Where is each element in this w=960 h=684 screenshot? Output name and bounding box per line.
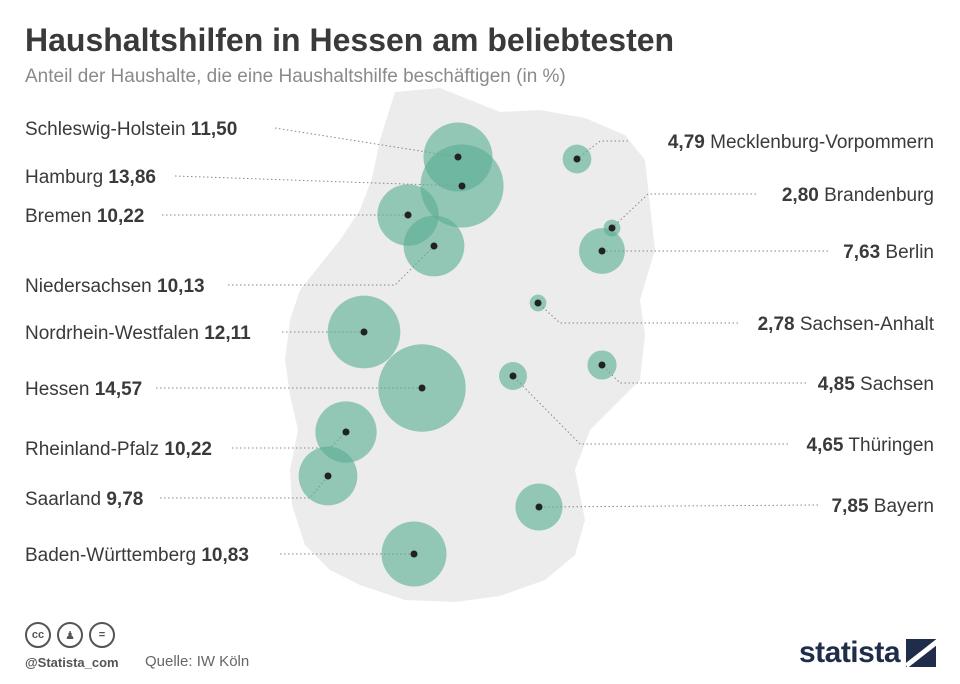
label-baden-wuerttemberg: Baden-Württemberg 10,83	[25, 545, 249, 566]
bubble-dot-schleswig-holstein	[454, 153, 462, 161]
label-saarland: Saarland 9,78	[25, 489, 143, 510]
label-berlin: 7,63 Berlin	[843, 242, 934, 263]
leader-line-schleswig-holstein	[274, 127, 459, 158]
label-bremen: Bremen 10,22	[25, 206, 144, 227]
region-value-baden-wuerttemberg: 10,83	[201, 545, 249, 566]
brand-name: statista	[798, 636, 901, 669]
bubble-dot-nordrhein-westfalen	[360, 328, 368, 336]
region-name-mecklenburg-vorpommern: Mecklenburg-Vorpommern	[705, 132, 934, 153]
region-name-bremen: Bremen	[25, 206, 97, 227]
region-labels: Schleswig-Holstein 11,50 Hamburg 13,86 Bre…	[25, 119, 935, 566]
bubble-dot-brandenburg	[608, 224, 616, 232]
region-name-nordrhein-westfalen: Nordrhein-Westfalen	[25, 323, 204, 344]
region-name-bayern: Bayern	[869, 496, 934, 517]
region-name-berlin: Berlin	[880, 242, 934, 263]
region-value-schleswig-holstein: 11,50	[191, 119, 238, 140]
region-value-berlin: 7,63	[843, 242, 880, 263]
label-niedersachsen: Niedersachsen 10,13	[25, 276, 205, 297]
label-thueringen: 4,65 Thüringen	[807, 435, 934, 456]
leader-line-brandenburg	[611, 193, 756, 229]
region-name-baden-wuerttemberg: Baden-Württemberg	[25, 545, 201, 566]
bubble-dot-baden-wuerttemberg	[410, 550, 418, 558]
region-value-niedersachsen: 10,13	[157, 276, 205, 297]
statista-logo[interactable]: statista	[799, 636, 936, 670]
bubbles	[298, 122, 625, 587]
bubble-center-dots	[324, 153, 616, 558]
region-name-hessen: Hessen	[25, 379, 95, 400]
region-value-bremen: 10,22	[97, 206, 145, 227]
region-value-bayern: 7,85	[832, 496, 869, 517]
region-value-saarland: 9,78	[106, 489, 143, 510]
region-value-sachsen: 4,85	[818, 374, 855, 395]
bubble-dot-rheinland-pfalz	[342, 428, 350, 436]
creative-commons-icon: cc	[25, 622, 51, 648]
leader-line-mecklenburg-vorpommern	[576, 140, 628, 160]
region-value-sachsen-anhalt: 2,78	[758, 314, 795, 335]
label-mecklenburg-vorpommern: 4,79 Mecklenburg-Vorpommern	[668, 132, 934, 153]
region-value-rheinland-pfalz: 10,22	[164, 439, 212, 460]
bubble-dot-thueringen	[509, 372, 517, 380]
region-value-thueringen: 4,65	[807, 435, 844, 456]
bubble-dot-bremen	[404, 211, 412, 219]
label-schleswig-holstein: Schleswig-Holstein 11,50	[25, 119, 237, 140]
region-name-sachsen: Sachsen	[855, 374, 934, 395]
region-name-sachsen-anhalt: Sachsen-Anhalt	[795, 314, 935, 335]
region-value-brandenburg: 2,80	[782, 185, 819, 206]
region-name-schleswig-holstein: Schleswig-Holstein	[25, 119, 191, 140]
label-hessen: Hessen 14,57	[25, 379, 142, 400]
region-value-mecklenburg-vorpommern: 4,79	[668, 132, 705, 153]
label-nordrhein-westfalen: Nordrhein-Westfalen 12,11	[25, 323, 251, 344]
bubble-dot-bayern	[535, 503, 543, 511]
region-name-saarland: Saarland	[25, 489, 106, 510]
bubble-dot-mecklenburg-vorpommern	[573, 155, 581, 163]
region-value-hamburg: 13,86	[108, 167, 156, 188]
source-note: Quelle: IW Köln	[145, 653, 250, 670]
region-value-hessen: 14,57	[95, 379, 143, 400]
region-name-hamburg: Hamburg	[25, 167, 108, 188]
label-brandenburg: 2,80 Brandenburg	[782, 185, 934, 206]
bubble-dot-hessen	[418, 384, 426, 392]
bubble-dot-saarland	[324, 472, 332, 480]
region-name-thueringen: Thüringen	[844, 435, 935, 456]
bubble-dot-hamburg	[458, 182, 466, 190]
region-name-niedersachsen: Niedersachsen	[25, 276, 157, 297]
bubble-dot-sachsen-anhalt	[534, 299, 542, 307]
statista-logo-icon	[906, 639, 936, 667]
leader-line-thueringen	[512, 375, 788, 445]
bubble-dot-berlin	[598, 247, 606, 255]
attribution-icon: ♟	[57, 622, 83, 648]
label-rheinland-pfalz: Rheinland-Pfalz 10,22	[25, 439, 212, 460]
no-derivatives-icon: =	[89, 622, 115, 648]
statista-handle[interactable]: @Statista_com	[25, 655, 119, 670]
region-name-brandenburg: Brandenburg	[819, 185, 934, 206]
region-name-rheinland-pfalz: Rheinland-Pfalz	[25, 439, 164, 460]
license-icons: cc ♟ =	[25, 622, 115, 648]
leader-line-bayern	[538, 504, 819, 508]
bubble-dot-niedersachsen	[430, 242, 438, 250]
chart-subtitle: Anteil der Haushalte, die eine Haushalts…	[25, 66, 566, 87]
region-value-nordrhein-westfalen: 12,11	[204, 323, 251, 344]
label-bayern: 7,85 Bayern	[832, 496, 934, 517]
label-sachsen-anhalt: 2,78 Sachsen-Anhalt	[758, 314, 935, 335]
bubble-dot-sachsen	[598, 361, 606, 369]
label-hamburg: Hamburg 13,86	[25, 167, 156, 188]
label-sachsen: 4,85 Sachsen	[818, 374, 934, 395]
chart-title: Haushaltshilfen in Hessen am beliebteste…	[25, 22, 675, 58]
